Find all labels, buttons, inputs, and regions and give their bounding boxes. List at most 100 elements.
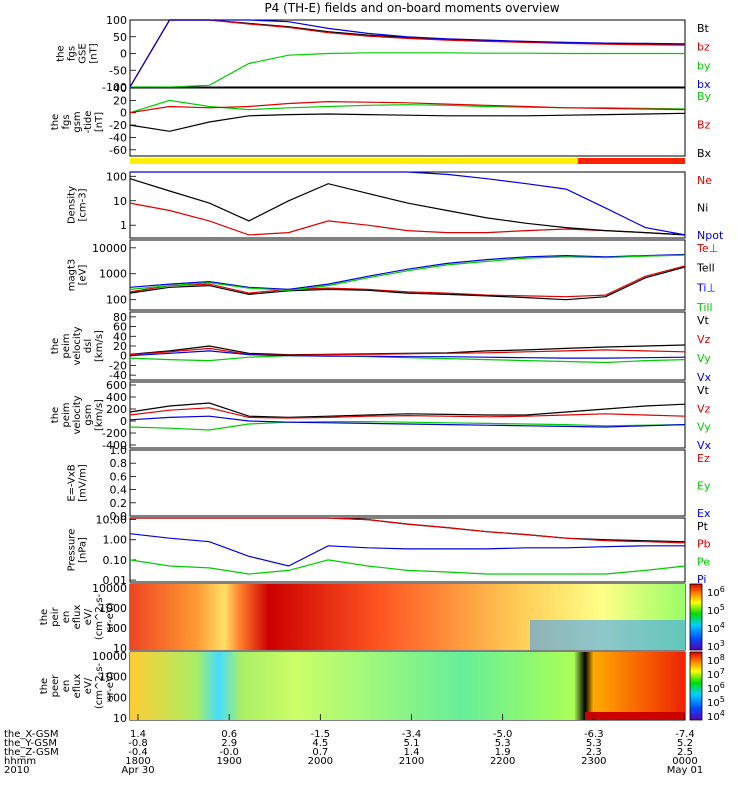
y-axis-label: [nT] bbox=[94, 112, 105, 132]
panel-6: 1.00.80.60.40.20.0 E=-VxB [mV/m] Ez Ey Ex bbox=[67, 444, 711, 523]
y-tick-label: 20 bbox=[113, 340, 127, 353]
mode-bar-yellow bbox=[130, 158, 578, 164]
legend-Ez: Ez bbox=[697, 452, 710, 465]
y-tick-label: 50 bbox=[113, 31, 127, 44]
legend-Bx: Bx bbox=[697, 147, 712, 160]
panel-frame bbox=[129, 449, 686, 517]
y-tick-label: 400 bbox=[106, 391, 127, 404]
x-row-value: 1.9 bbox=[495, 747, 511, 758]
y-axis-label: the bbox=[39, 678, 50, 694]
panel-2: 100 10 1 Density [cm-3] Ne Ni Npot bbox=[67, 170, 724, 242]
y-tick-label: 1.00 bbox=[103, 534, 128, 547]
y-axis-label: the bbox=[50, 338, 61, 354]
series-line-Te⊥ bbox=[129, 265, 686, 298]
y-axis-label: E=-VxB bbox=[67, 464, 78, 501]
legend-Pi: Pi bbox=[697, 573, 706, 586]
y-axis-label: gsm bbox=[83, 404, 94, 425]
y-tick-label: 10 bbox=[113, 712, 127, 725]
electron-colorbar bbox=[689, 651, 703, 721]
legend-Ni: Ni bbox=[697, 202, 708, 215]
panel-0: 100 50 0 -50 -100 the fgs GSE [nT] Bt bz by bx bbox=[56, 14, 711, 94]
legend-Pe: Pe bbox=[697, 555, 710, 568]
panel-frame bbox=[129, 239, 686, 311]
x-row-label: the_Z-GSM bbox=[4, 747, 59, 758]
ion-spectrogram-low-energy bbox=[530, 620, 685, 650]
series-line-Npot bbox=[130, 171, 686, 236]
legend-bz: bz bbox=[697, 41, 710, 54]
y-tick-label: 80 bbox=[113, 311, 127, 324]
series-line-Vz bbox=[129, 407, 686, 419]
legend-bx: bx bbox=[697, 78, 711, 91]
y-tick-label: 0 bbox=[120, 415, 127, 428]
y-tick-label: 1000 bbox=[99, 268, 127, 281]
x-row-value: 2.9 bbox=[221, 738, 237, 749]
y-tick-label: 100 bbox=[106, 14, 127, 27]
x-axis-rows: the_X-GSM 1.4 0.6 -1.5 -3.4 -5.0 -6.3 -7.4 the_Y… bbox=[4, 714, 703, 776]
legend-Vt: Vt bbox=[697, 314, 710, 327]
legend-Vy: Vy bbox=[697, 421, 711, 434]
y-tick-label: 100 bbox=[106, 622, 127, 635]
legend-Ti⊥: Ti⊥ bbox=[696, 281, 716, 294]
legend-Vx: Vx bbox=[697, 439, 712, 452]
y-axis-label: magt3 bbox=[67, 259, 78, 292]
x-row-value: 4.5 bbox=[312, 738, 328, 749]
series-line-Ni bbox=[129, 178, 686, 236]
y-tick-label: 20 bbox=[113, 94, 127, 107]
series-line-Ti⊥ bbox=[129, 253, 686, 291]
y-tick-label: -40 bbox=[109, 131, 127, 144]
y-tick-label: 1000 bbox=[99, 602, 127, 615]
series-line-Vt bbox=[129, 402, 686, 419]
legend-Vz: Vz bbox=[697, 402, 711, 415]
y-axis-label: (cm^2-s- bbox=[94, 662, 105, 709]
y-tick-label: 10000 bbox=[92, 242, 127, 255]
y-axis-label: Pressure bbox=[67, 529, 78, 572]
series-line-Till bbox=[129, 254, 686, 291]
x-row-value: 5.1 bbox=[404, 738, 420, 749]
series-line-bx bbox=[129, 19, 686, 88]
legend-Vz: Vz bbox=[697, 333, 711, 346]
x-row-value: 1800 bbox=[125, 756, 150, 767]
y-axis-label: peir bbox=[50, 606, 61, 626]
y-tick-label: -20 bbox=[109, 359, 127, 372]
x-row-label: the_Y-GSM bbox=[4, 738, 57, 749]
colorbar-tick-label: 104 bbox=[707, 621, 725, 635]
x-row-value: 5.2 bbox=[677, 738, 693, 749]
legend-Pb: Pb bbox=[697, 538, 711, 551]
legend-Ey: Ey bbox=[697, 480, 711, 493]
y-axis-label: peer bbox=[50, 674, 61, 698]
x-row-value: 0000 bbox=[672, 756, 697, 767]
colorbar-tick-label: 106 bbox=[707, 681, 725, 695]
colorbar-tick-label: 108 bbox=[707, 653, 725, 667]
y-tick-label: 1000 bbox=[99, 671, 127, 684]
y-axis-label: GSE bbox=[78, 43, 89, 63]
y-tick-label: 10000 bbox=[92, 650, 127, 663]
mode-bar bbox=[130, 158, 685, 164]
electron-spectrogram-low bbox=[585, 712, 685, 720]
mode-bar-red bbox=[578, 158, 685, 164]
x-row-value: -1.5 bbox=[311, 729, 331, 740]
colorbar-tick-label: 106 bbox=[707, 585, 725, 599]
series-line-Vy bbox=[129, 355, 686, 364]
legend-Npot: Npot bbox=[697, 229, 724, 242]
legend-Vt: Vt bbox=[697, 384, 710, 397]
y-tick-label: 600 bbox=[106, 379, 127, 392]
y-tick-label: 10000 bbox=[92, 582, 127, 595]
y-axis-label: peim bbox=[61, 333, 72, 358]
y-axis-label: fgs bbox=[61, 114, 72, 129]
y-axis-label: [km/s] bbox=[94, 330, 105, 362]
y-tick-label: 60 bbox=[113, 321, 127, 334]
x-row-label: hhmm bbox=[4, 756, 36, 767]
y-tick-label: 0.10 bbox=[103, 554, 128, 567]
y-axis-label: the bbox=[39, 609, 50, 625]
x-row-value: -0.4 bbox=[128, 747, 148, 758]
y-axis-label: velocity bbox=[72, 395, 83, 434]
y-axis-label: [km/s] bbox=[94, 399, 105, 431]
colorbar-tick-label: 103 bbox=[707, 639, 725, 653]
y-tick-label: 10 bbox=[113, 195, 127, 208]
y-tick-label: 1.0 bbox=[110, 444, 128, 457]
series-line-Vz bbox=[129, 347, 686, 356]
series-line-Pb bbox=[130, 517, 686, 544]
